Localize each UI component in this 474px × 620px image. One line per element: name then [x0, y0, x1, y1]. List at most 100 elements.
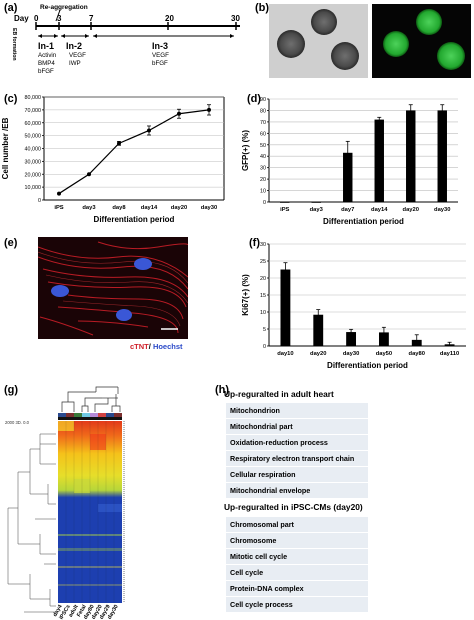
chart-c-ytick-label: 60,000	[25, 121, 42, 127]
heatmap-scale-label: 2000 3D. 0.0	[5, 420, 30, 425]
chart-c-ytick-label: 30,000	[25, 159, 42, 165]
ipsc-term-6: Cell cycle process	[226, 597, 368, 613]
chart-c-point	[177, 111, 181, 116]
adult-term-2: Mitochondrial part	[226, 419, 368, 435]
ipsc-heading: Up-reguralted in iPSC-CMs (day20)	[224, 502, 363, 512]
chart-d-xtick-label: day7	[341, 207, 354, 213]
panel-label-b: (b)	[255, 2, 270, 14]
chart-f-ytick-label: 30	[260, 242, 266, 248]
chart-d-bar	[343, 152, 353, 202]
adult-term-4: Respiratory electron transport chain	[226, 451, 368, 467]
chart-d-ylabel: GFP(+) (%)	[241, 130, 250, 171]
chart-c-ytick-label: 50,000	[25, 134, 42, 140]
tick-30: 30	[231, 14, 240, 23]
chart-d-bar	[311, 202, 321, 203]
tick-7: 7	[89, 14, 94, 23]
chart-f-xtick-label: day20	[310, 351, 326, 357]
chart-c-series-line	[58, 109, 210, 195]
chart-c-ytick-label: 20,000	[25, 172, 42, 178]
ipsc-term-2: Chromosome	[226, 533, 368, 549]
gfp-fluorescence-micrograph	[372, 4, 471, 78]
timeline-arrows: EB formation	[11, 9, 240, 61]
adult-term-6: Mitochondrial envelope	[226, 483, 368, 499]
col-label-fetal: Fetal	[76, 604, 88, 619]
chart-d-ytick-label: 10	[260, 189, 266, 195]
chart-d-bar	[280, 202, 290, 203]
in1-factor-bmp4: BMP4	[38, 60, 55, 67]
chart-c-point	[87, 172, 91, 177]
chart-c-xtick-label: day3	[82, 205, 96, 211]
chart-d-xtick-label: day14	[371, 207, 388, 213]
in1-factor-activin: Activin	[38, 52, 57, 59]
chart-f-bar	[346, 332, 357, 346]
row-dendrogram	[7, 433, 56, 613]
tick-0: 0	[34, 14, 39, 23]
chart-c-xtick-label: day14	[141, 205, 158, 211]
chart-d-xlabel: Differentiation period	[323, 217, 404, 226]
hoechst-legend: Hoechst	[152, 342, 183, 351]
chart-d-xtick-label: day3	[310, 207, 324, 213]
eb-formation-label: EB formation	[11, 28, 17, 61]
chart-f-xtick-label: day10	[277, 351, 293, 357]
chart-f-xtick-label: day50	[376, 351, 392, 357]
chart-c-ylabel: Cell number /EB	[1, 117, 10, 179]
brightfield-micrograph	[269, 4, 368, 78]
chart-d-bar	[406, 110, 416, 202]
gfp-bar-chart: 0 10 20 30 40 50 60 70 80 90 iPS day3 day7 day14 day20…	[241, 97, 458, 226]
ipsc-term-4: Cell cycle	[226, 565, 368, 581]
chart-c-xtick-label: iPS	[54, 205, 63, 211]
chart-f-bar	[280, 269, 291, 346]
in3-factor-vegf: VEGF	[152, 52, 169, 59]
chart-d-ytick-label: 40	[260, 154, 266, 160]
stage-in1: In-1	[38, 41, 55, 51]
chart-c-ytick-label: 80,000	[25, 95, 42, 101]
chart-f-ylabel: Ki67(+) (%)	[241, 274, 250, 316]
chart-f-ytick-label: 20	[260, 276, 266, 282]
chart-f-bar	[313, 314, 324, 346]
stage-in2: In-2	[66, 41, 83, 51]
chart-d-ytick-label: 90	[260, 97, 266, 103]
adult-heading: Up-reguralted in adult heart	[224, 389, 334, 399]
chart-f-ytick-label: 25	[260, 259, 266, 265]
panel-label-g: (g)	[4, 384, 19, 396]
panel-label-e: (e)	[4, 237, 18, 249]
chart-f-ytick-label: 15	[260, 293, 266, 299]
timeline-panel: Day 0 3 7 20 30 Re-aggregation EB format…	[0, 0, 250, 90]
adult-term-1: Mitochondrion	[226, 403, 368, 419]
chart-d-ytick-label: 30	[260, 166, 266, 172]
chart-c-ytick-label: 70,000	[25, 108, 42, 114]
chart-f-xlabel: Differentiation period	[327, 361, 408, 370]
chart-f-xtick-label: day110	[440, 351, 459, 357]
panel-label-f: (f)	[249, 237, 260, 249]
stage-in3: In-3	[152, 41, 169, 51]
chart-d-bar	[374, 119, 384, 202]
in2-factor-iwp: IWP	[69, 60, 81, 67]
chart-f-xtick-label: day80	[409, 351, 425, 357]
chart-f-bar	[378, 332, 389, 346]
tick-3: 3	[57, 14, 62, 23]
chart-d-ytick-label: 50	[260, 143, 266, 149]
col-label-day4: day4	[52, 603, 64, 618]
column-dendrogram	[61, 386, 121, 412]
chart-c-point	[117, 141, 121, 146]
chart-f-xtick-label: day30	[343, 351, 359, 357]
adult-term-5: Cellular respiration	[226, 467, 368, 483]
legend-separator: /	[148, 342, 151, 351]
chart-c-ytick-label: 0	[38, 198, 41, 204]
col-label-adult: adult	[68, 604, 80, 619]
ctnt-legend: cTNT	[130, 342, 149, 351]
heatmap-column-labels: day4 iPSCs adult Fetal day80 day20 day29…	[52, 603, 119, 620]
ipsc-term-3: Mitotic cell cycle	[226, 549, 368, 565]
ipsc-term-5: Protein-DNA complex	[226, 581, 368, 597]
micrograph-legend: cTNT/ Hoechst	[130, 342, 183, 351]
chart-c-xtick-label: day8	[112, 205, 126, 211]
ctnt-hoechst-micrograph	[38, 237, 188, 339]
chart-d-ytick-label: 80	[260, 108, 266, 114]
chart-d-ytick-label: 70	[260, 120, 266, 126]
day-label: Day	[14, 14, 29, 23]
chart-f-ytick-label: 10	[260, 310, 266, 316]
chart-d-ytick-label: 0	[263, 200, 266, 206]
chart-f-ytick-label: 0	[263, 344, 266, 350]
reaggregation-label: Re-aggregation	[40, 4, 88, 11]
cell-number-line-chart: 0 10,000 20,000 30,000 40,000 50,000 60,000 70,…	[1, 95, 225, 224]
